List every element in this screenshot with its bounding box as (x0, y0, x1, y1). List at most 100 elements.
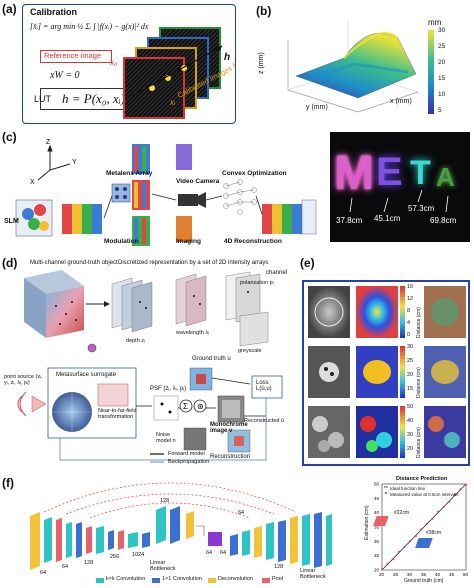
chart-legend-1: Ideal function line (390, 486, 426, 491)
polarization-label: polarization pᵢ (240, 280, 274, 286)
wavelength-label: wavelength λᵢ (176, 330, 209, 336)
axis-h-label: h (224, 52, 231, 63)
metasurface-surrogate-label: Metasurface surrogate (56, 372, 117, 378)
ideal-line (381, 483, 467, 571)
svg-text:⊛: ⊛ (197, 402, 204, 411)
panel-c-label: (c) (2, 130, 17, 144)
color-stack-1 (62, 204, 102, 234)
tick: 15 (407, 386, 414, 392)
y-tick-label: 35 (374, 525, 380, 530)
calibration-box (22, 4, 236, 124)
measured-point (397, 550, 400, 554)
layer-size-1: 64 (40, 570, 47, 576)
colorbar-ticks-top: 16 12 8 4 0 (407, 284, 421, 340)
modulation-label: Modulation (104, 238, 139, 245)
x-axis-label: x (mm) (390, 98, 412, 105)
slm-label: SLM (4, 218, 19, 225)
surrogate-net-icon (97, 383, 129, 407)
y-axis-label: y (mm) (306, 104, 328, 111)
xw-equation: xW = 0 (50, 70, 80, 81)
tick: 8 (407, 308, 411, 314)
tick: 50 (407, 404, 414, 410)
measured-point (386, 562, 389, 566)
row-1 (308, 286, 466, 338)
metalens-pipeline: Z Y X (15, 139, 317, 246)
ground-truth-label: Ground truth u (192, 356, 231, 362)
colorbar (428, 30, 434, 114)
y-tick-label: 25 (374, 553, 380, 558)
row-2 (308, 346, 466, 398)
distance-chart: Distance Prediction 20 25 30 35 40 45 50 20 25 30… (362, 474, 472, 586)
depth-label: depth zᵢ (126, 338, 145, 344)
decoder-blocks (230, 512, 332, 568)
panel-e-label: (e) (300, 256, 315, 270)
annot-block-2 (415, 538, 433, 548)
monochrome-label: Monochrome image v (210, 422, 248, 434)
x-tick-label: 50 (463, 572, 469, 577)
x-tick-label: 30 (407, 572, 413, 577)
camera-stacks (176, 144, 192, 242)
svg-text:X: X (30, 179, 35, 186)
chart-svg: 20 25 30 35 40 45 50 20 25 30 35 40 45 50 (373, 482, 469, 577)
tick: 4 (407, 320, 411, 326)
panel-f: (f) (0, 474, 474, 588)
layer-size-6: 128 (160, 498, 170, 504)
panel-b: (b) mm 30 25 (248, 0, 474, 128)
metalens-array-label: Metalens Array (106, 170, 153, 177)
calibration-title: Calibration (30, 7, 78, 17)
y-tick-label: 20 (374, 568, 380, 573)
linear-bottleneck-label-2: Linear Bottleneck (300, 568, 326, 580)
layer-size-3: 128 (84, 560, 94, 566)
measured-point (431, 517, 434, 520)
layer-size-9: 128 (274, 564, 284, 570)
measured-point (414, 535, 417, 538)
measured-point (380, 568, 384, 571)
point-source-label: point source (xᵢ, yᵢ, zᵢ, λᵢ, pᵢ) (4, 374, 43, 386)
tick: 25 (407, 358, 414, 364)
tick: 20 (407, 372, 414, 378)
bottleneck-blocks (156, 506, 222, 546)
measured-point (403, 545, 406, 549)
discretized-title: Discretized representation by a set of 2… (118, 260, 269, 266)
annot-block-1 (373, 516, 389, 526)
tick: 30 (407, 344, 414, 350)
colorbar-tick: 5 (438, 107, 442, 114)
measured-point (408, 539, 412, 543)
svg-text:Σ: Σ (183, 402, 188, 411)
distance-label-3: 57.3cm (408, 204, 435, 213)
chart-title: Distance Prediction (396, 476, 448, 482)
colorbar-ticks-mid: 30 25 20 15 (407, 344, 421, 400)
colorbar-tick: 15 (438, 75, 446, 82)
axis-xi-label: xᵢ (170, 98, 175, 107)
y-tick-label: 45 (374, 496, 380, 501)
metasurface-pipeline: Σ ⊛ (17, 270, 283, 463)
noise-model-label: Noise model n (156, 432, 176, 444)
distance-label-2: 45.1cm (374, 214, 401, 223)
measured-point (459, 488, 462, 491)
layer-size-2: 64 (62, 564, 69, 570)
meta-letter-t: T (410, 154, 431, 192)
forward-model-label: Forward model (168, 451, 205, 457)
point-source-icon (17, 391, 47, 417)
panel-a-label: (a) (2, 2, 17, 16)
panel-d: (d) Multi-channel ground-truth object Di… (0, 256, 296, 470)
meta-letter-a: A (436, 162, 455, 192)
lut-label: LUT (34, 94, 52, 104)
measured-point (448, 500, 451, 503)
chart-ylabel: Estimation (cm) (364, 505, 370, 540)
chart-xlabel: Ground truth (cm) (404, 578, 444, 584)
axis-x0-label: x₀ (110, 58, 118, 67)
multichannel-title: Multi-channel ground-truth object (30, 260, 118, 266)
layer-size-10: 64 (238, 510, 245, 516)
colorbar-ticks: 30 25 20 15 10 5 (438, 27, 458, 117)
y-tick-label: 40 (374, 510, 380, 515)
distance-axis-label-3: Distance (cm) (416, 427, 422, 458)
distance-label-4: 69.8cm (430, 216, 457, 225)
legend-kxk-conv: k×k Convolution (106, 576, 146, 582)
tick: 20 (407, 446, 414, 452)
near-far-label: Near-to-far-field transformation (98, 408, 137, 420)
depth-maps-grid (308, 286, 466, 458)
unet-diagram (30, 482, 332, 583)
greyscale-label: greyscale (238, 348, 262, 354)
row-3 (308, 406, 466, 458)
